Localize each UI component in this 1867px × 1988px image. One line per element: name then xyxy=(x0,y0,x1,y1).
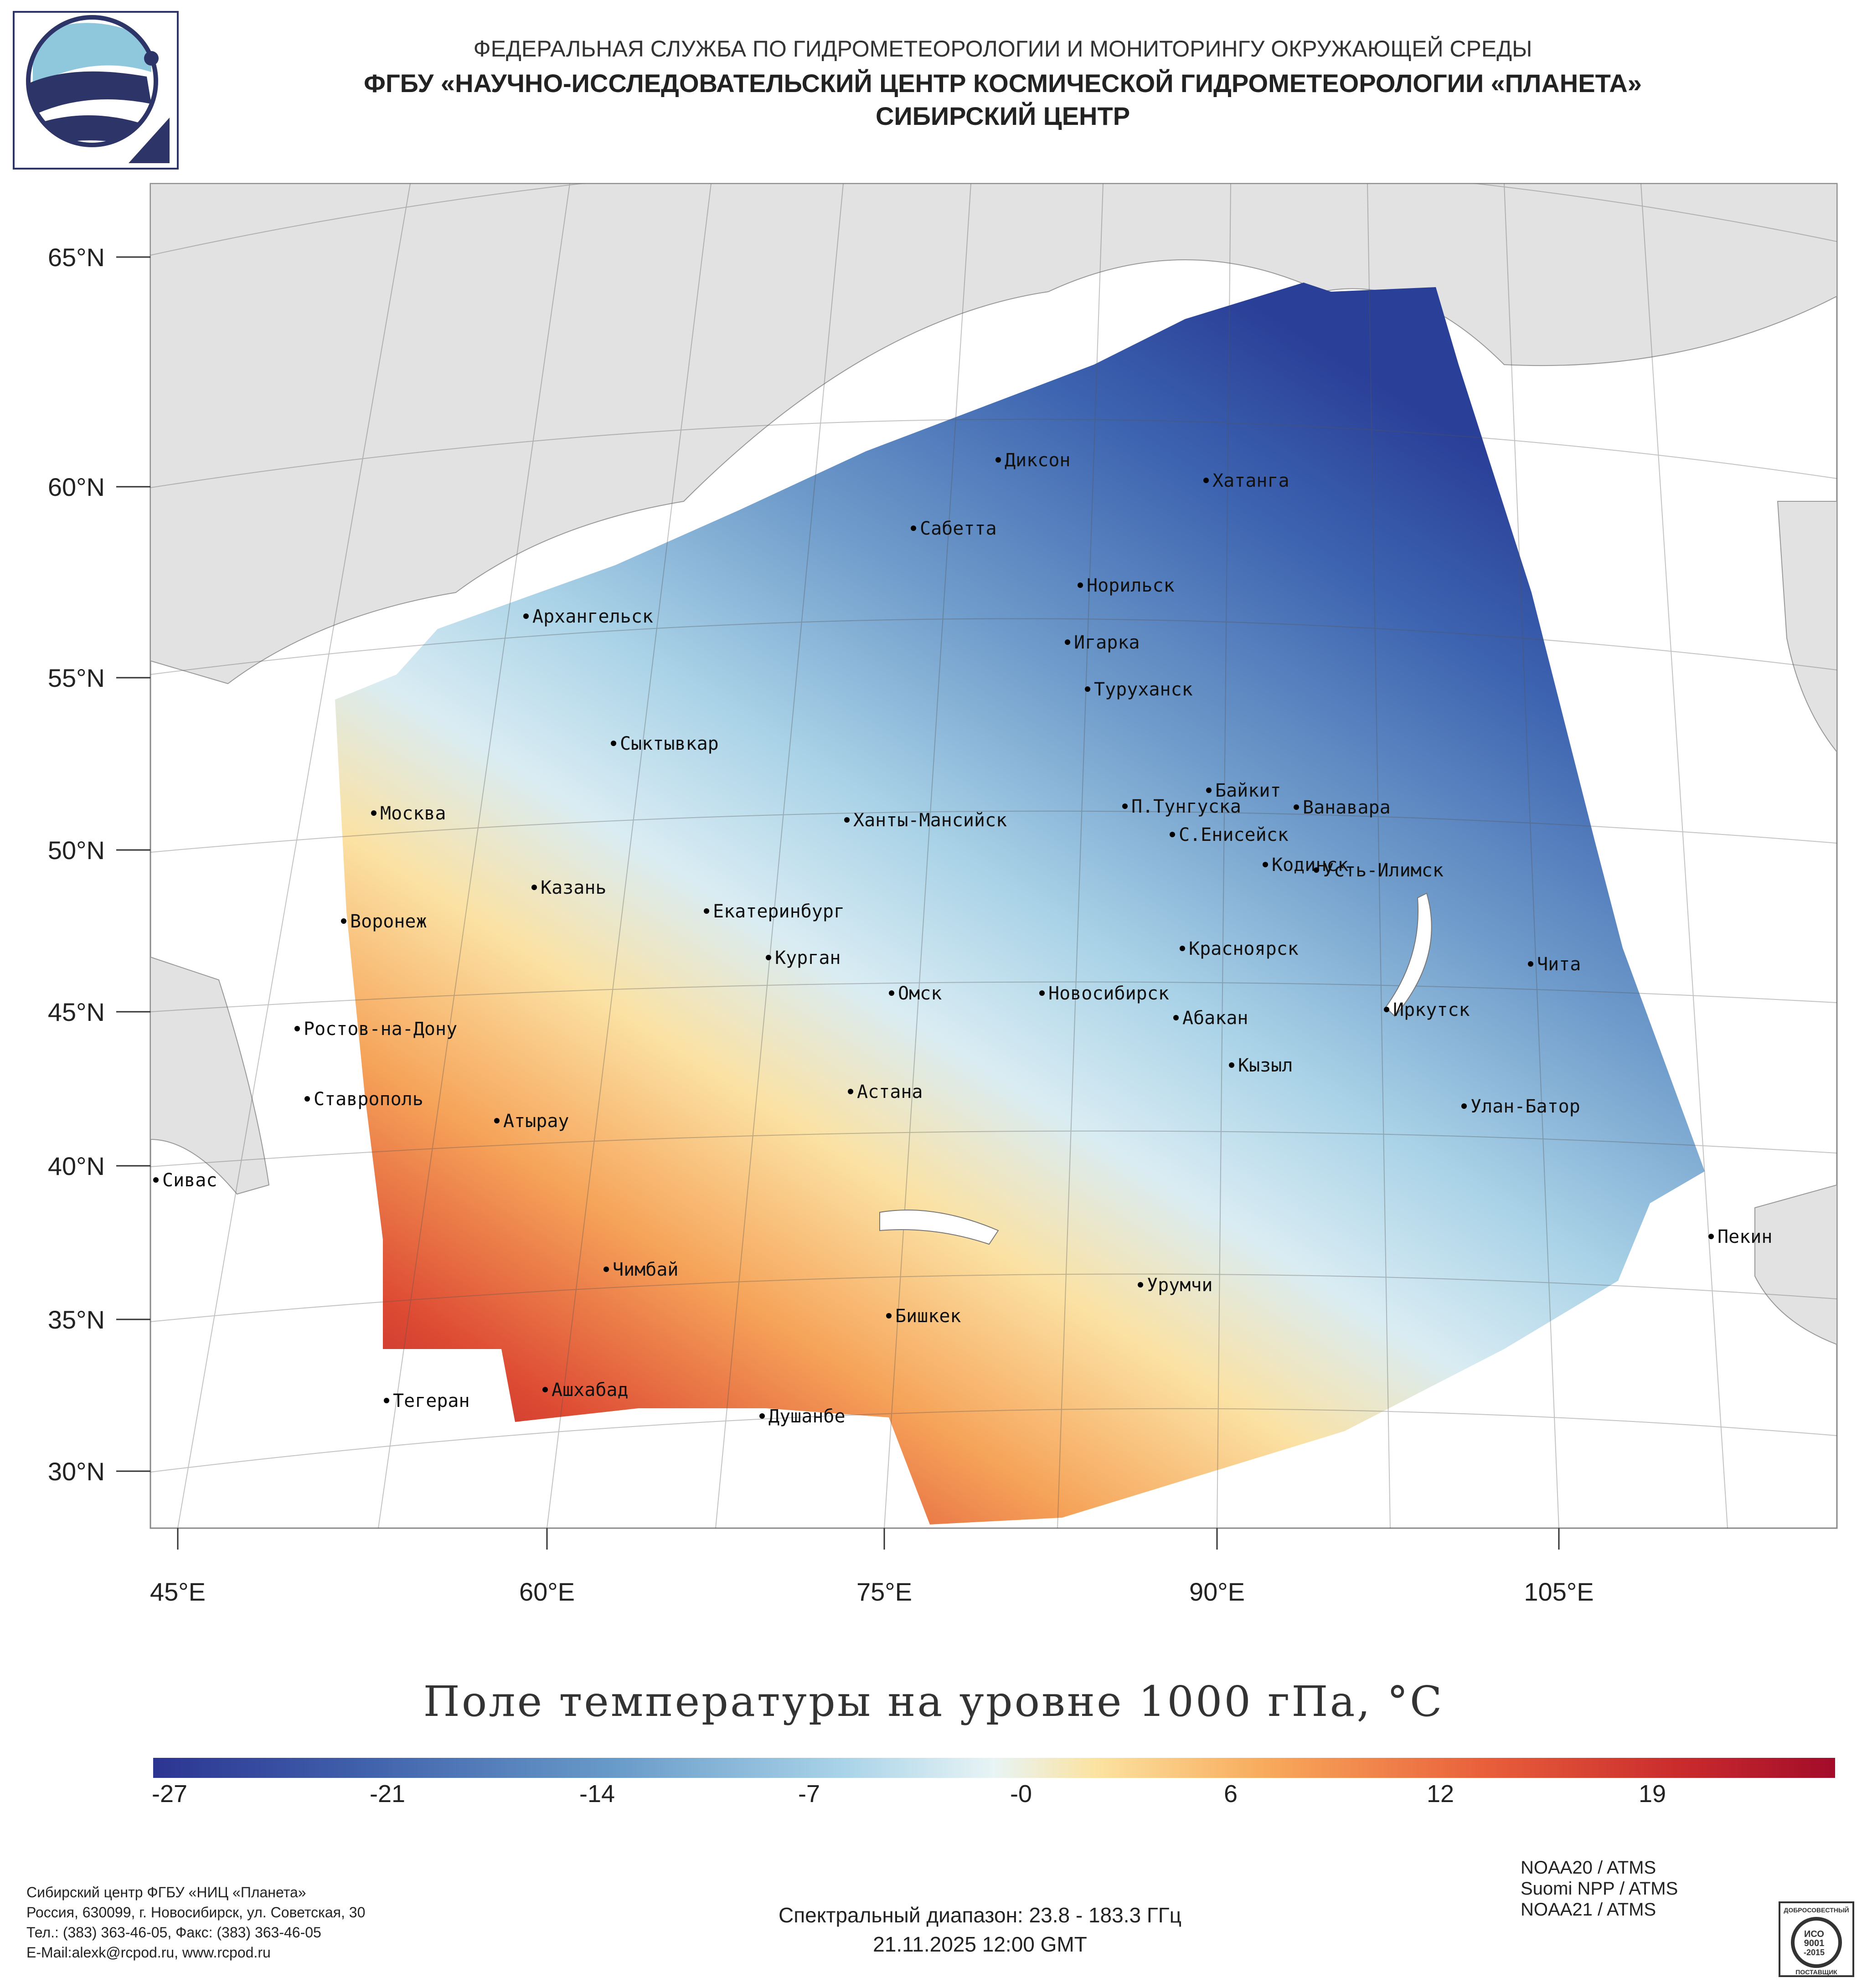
lon-label-90: 90°E xyxy=(1189,1577,1245,1606)
city-bishkek: Бишкек xyxy=(886,1307,961,1325)
temperature-swath xyxy=(335,283,1705,1524)
city-s-yeniseysk: С.Енисейск xyxy=(1170,826,1289,844)
city-chita: Чита xyxy=(1528,955,1581,973)
temperature-map xyxy=(116,183,1838,1550)
lake-issyk-kul xyxy=(879,1210,999,1245)
city-norilsk: Норильск xyxy=(1078,577,1175,595)
instrument-list: NOAA20 / ATMS Suomi NPP / ATMS NOAA21 / … xyxy=(1521,1857,1678,1920)
iso-top-text: ДОБРОСОВЕСТНЫЙ xyxy=(1784,1906,1849,1914)
city-kyzyl: Кызыл xyxy=(1229,1056,1293,1075)
iso-line-3: -2015 xyxy=(1804,1948,1825,1957)
city-astana: Астана xyxy=(848,1083,923,1101)
city-khatanga: Хатанга xyxy=(1203,472,1289,490)
lat-label-45: 45°N xyxy=(47,998,105,1026)
org-email: E-Mail:alexk@rcpod.ru, www.rcpod.ru xyxy=(26,1944,271,1961)
map-title: Поле температуры на уровне 1000 гПа, °C xyxy=(423,1677,1444,1726)
product-info: Спектральный диапазон: 23.8 - 183.3 ГГц … xyxy=(684,1900,1276,1959)
lat-label-30: 30°N xyxy=(47,1457,105,1486)
contact-info: Сибирский центр ФГБУ «НИЦ «Планета» Росс… xyxy=(26,1882,365,1962)
city-dushanbe: Душанбе xyxy=(759,1407,846,1426)
city-yekaterinburg: Екатеринбург xyxy=(704,902,845,921)
lat-label-50: 50°N xyxy=(47,836,105,865)
city-omsk: Омск xyxy=(889,984,942,1003)
city-chimbay: Чимбай xyxy=(603,1261,679,1279)
colorbar xyxy=(153,1758,1835,1778)
instrument: NOAA21 / ATMS xyxy=(1521,1900,1656,1920)
observation-datetime: 21.11.2025 12:00 GMT xyxy=(873,1932,1087,1956)
instrument: NOAA20 / ATMS xyxy=(1521,1858,1656,1878)
city-arkhangelsk: Архангельск xyxy=(523,608,653,626)
city-kodinsk: Кодинск xyxy=(1263,856,1349,874)
land-korea xyxy=(1754,1184,1837,1345)
city-moscow: Москва xyxy=(371,804,446,823)
lon-label-105: 105°E xyxy=(1524,1577,1594,1606)
land-east xyxy=(1777,501,1837,753)
graticule xyxy=(150,184,1837,1528)
axis-ticks xyxy=(116,256,1560,1550)
city-kazan: Казань xyxy=(531,879,607,897)
city-atyrau: Атырау xyxy=(494,1112,569,1130)
iso-line-1: ИСО xyxy=(1804,1929,1824,1939)
city-khanty-mansiysk: Ханты-Мансийск xyxy=(844,811,1007,829)
city-turukhansk: Туруханск xyxy=(1085,680,1193,699)
land-arctic xyxy=(150,184,1837,685)
planeta-logo xyxy=(13,11,179,170)
colorbar-tick: -21 xyxy=(369,1780,406,1808)
lat-label-60: 60°N xyxy=(47,473,105,501)
city-novosibirsk: Новосибирск xyxy=(1039,984,1169,1003)
spectral-range: Спектральный диапазон: 23.8 - 183.3 ГГц xyxy=(778,1903,1182,1927)
iso-badge: ДОБРОСОВЕСТНЫЙ ИСО 9001 -2015 ПОСТАВЩИК xyxy=(1779,1901,1854,1977)
city-stavropol: Ставрополь xyxy=(304,1090,423,1108)
org-phone: Тел.: (383) 363-46-05, Факс: (383) 363-4… xyxy=(26,1924,321,1941)
city-sabetta: Сабетта xyxy=(911,520,997,538)
lat-label-40: 40°N xyxy=(47,1152,105,1180)
city-igarka: Игарка xyxy=(1065,633,1140,652)
city-ashgabat: Ашхабад xyxy=(542,1381,629,1399)
colorbar-tick: 12 xyxy=(1426,1780,1454,1808)
lon-label-45: 45°E xyxy=(150,1577,206,1606)
city-ust-ilimsk: Усть-Илимск xyxy=(1314,861,1444,880)
city-irkutsk: Иркутск xyxy=(1384,1001,1470,1019)
iso-line-2: 9001 xyxy=(1804,1938,1825,1948)
lake-baikal xyxy=(1385,892,1432,1017)
colorbar-tick: -14 xyxy=(579,1780,615,1808)
city-syktyvkar: Сыктывкар xyxy=(611,735,719,753)
city-tehran: Тегеран xyxy=(384,1392,470,1410)
colorbar-tick: -0 xyxy=(1010,1780,1032,1808)
city-vanavara: Ванавара xyxy=(1294,798,1391,817)
colorbar-tick: -27 xyxy=(151,1780,188,1808)
lat-label-35: 35°N xyxy=(47,1305,105,1334)
header-line-2: ФГБУ «НАУЧНО-ИССЛЕДОВАТЕЛЬСКИЙ ЦЕНТР КОС… xyxy=(364,69,1642,98)
city-krasnoyarsk: Красноярск xyxy=(1180,940,1299,958)
city-p-tunguska: П.Тунгуска xyxy=(1122,798,1241,816)
colorbar-tick: 6 xyxy=(1223,1780,1238,1808)
lat-label-55: 55°N xyxy=(47,664,105,692)
iso-bottom-text: ПОСТАВЩИК xyxy=(1795,1968,1837,1976)
city-kurgan: Курган xyxy=(766,949,841,967)
header-line-3: СИБИРСКИЙ ЦЕНТР xyxy=(875,102,1130,130)
lon-label-60: 60°E xyxy=(519,1577,575,1606)
city-ulan-bator: Улан-Батор xyxy=(1461,1097,1580,1116)
city-baykit: Байкит xyxy=(1206,782,1281,800)
city-voronezh: Воронеж xyxy=(341,912,427,931)
city-abakan: Абакан xyxy=(1173,1009,1248,1027)
city-beijing: Пекин xyxy=(1708,1228,1772,1246)
land-black-sea-region xyxy=(150,956,270,1195)
instrument: Suomi NPP / ATMS xyxy=(1521,1879,1678,1899)
city-rostov-na-donu: Ростов-на-Дону xyxy=(294,1020,457,1038)
lat-label-65: 65°N xyxy=(47,243,105,272)
city-urumqi: Урумчи xyxy=(1138,1276,1213,1294)
city-sivas: Сивас xyxy=(153,1171,217,1190)
city-dikson: Диксон xyxy=(995,451,1071,469)
colorbar-tick: 19 xyxy=(1638,1780,1666,1808)
colorbar-tick: -7 xyxy=(798,1780,820,1808)
lon-label-75: 75°E xyxy=(856,1577,913,1606)
org-name: Сибирский центр ФГБУ «НИЦ «Планета» xyxy=(26,1884,306,1900)
header-line-1: ФЕДЕРАЛЬНАЯ СЛУЖБА ПО ГИДРОМЕТЕОРОЛОГИИ … xyxy=(473,36,1532,62)
org-address: Россия, 630099, г. Новосибирск, ул. Сове… xyxy=(26,1904,366,1921)
